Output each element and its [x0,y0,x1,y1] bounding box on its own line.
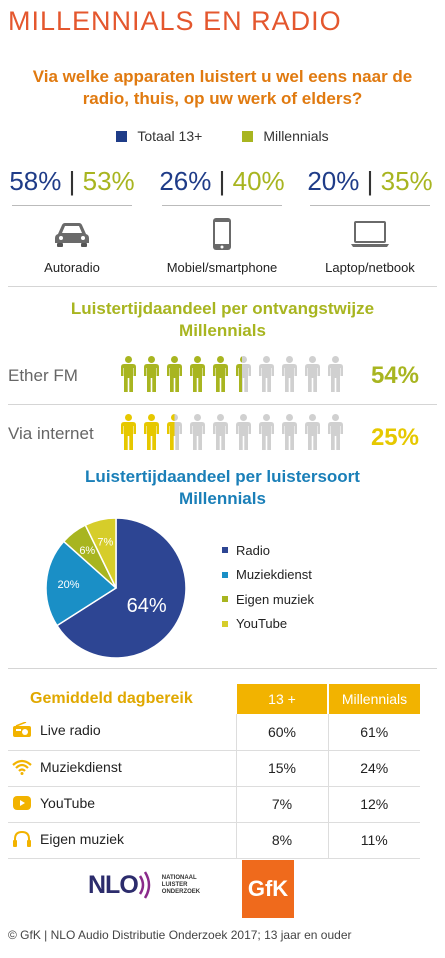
wifi-icon [10,759,34,778]
gfk-logo: GfK [242,860,294,918]
person-icon [256,356,277,397]
pie-slice-youtube [84,517,117,589]
person-icon [141,356,162,397]
pie-data-label: 7% [97,537,113,549]
device-autoradio: 58% | 53% Autoradio [6,166,138,275]
pie-slice-muziekdienst [45,540,118,627]
device-laptop: 20% | 35% Laptop/netbook [304,166,436,275]
pie-chart: 64% 20% 6% 7% [36,510,196,665]
person-icon [279,356,300,397]
legend-label-millennials: Millennials [263,128,329,144]
page-title: MILLENNIALS EN RADIO [8,6,342,36]
person-icon [187,356,208,397]
device-label: Laptop/netbook [325,260,415,275]
person-icon [210,414,231,455]
device-label: Mobiel/smartphone [166,260,278,275]
pie-data-label: 20% [58,579,80,591]
laptop-icon [304,216,436,252]
table-row: Live radio 60% 61% [8,714,420,751]
pie-legend-item: Eigen muziek [222,587,314,612]
legend-item-total: Totaal 13+ [116,128,202,144]
play-icon [10,795,34,814]
person-icon [302,414,323,455]
person-icon [164,414,185,455]
person-icon [210,356,231,397]
reach-col-total: 13 + [235,684,328,714]
legend-label: YouTube [236,616,288,632]
divider [8,404,437,405]
pie-slice-radio [55,517,187,659]
person-icon [302,356,323,397]
device-legend: Totaal 13+ Millennials [0,128,445,144]
nlo-logo: NLO NATIONAAL LUISTER ONDERZOEK [88,870,201,899]
headphones-icon [10,830,34,851]
footer-source: © GfK | NLO Audio Distributie Onderzoek … [8,928,352,942]
person-icon [325,356,346,397]
people-row-ether [118,356,346,397]
legend-label: Muziekdienst [236,567,312,583]
device-smartphone: 26% | 40% Mobiel/smartphone [156,166,288,275]
legend-swatch [222,571,228,578]
pie-legend-item: Radio [222,538,314,563]
device-total-value: 20% [307,166,360,196]
table-row: YouTube 7% 12% [8,786,420,823]
table-row: Muziekdienst 15% 24% [8,750,420,787]
reach-col-millennials: Millennials [327,684,420,714]
pie-data-label: 64% [127,595,167,617]
person-icon [233,356,254,397]
row-value-internet: 25% [370,424,419,451]
radio-icon [10,721,34,741]
question-text: Via welke apparaten luistert u wel eens … [32,67,413,108]
legend-label: Radio [236,542,270,558]
legend-swatch-millennials [242,130,254,142]
pie-legend-item: Muziekdienst [222,563,314,588]
person-icon [256,414,277,455]
car-icon [6,216,138,252]
person-icon [233,414,254,455]
pie-data-label: 6% [79,545,95,557]
legend-swatch [222,547,228,554]
reach-table: Gemiddeld dagbereik 13 + Millennials Liv… [8,684,420,859]
person-icon [118,414,139,455]
section-title-luistersoort: Luistertijdaandeel per luistersoort Mill… [85,467,360,508]
smartphone-icon [156,216,288,252]
legend-label: Eigen muziek [236,591,315,607]
row-label-ether: Ether FM [8,366,78,385]
device-millennials-value: 35% [380,166,433,196]
legend-swatch-total [116,130,128,142]
person-icon [187,414,208,455]
section-title-ontvangstwijze: Luistertijdaandeel per ontvangstwijze Mi… [70,299,375,340]
person-icon [325,414,346,455]
device-total-value: 26% [159,166,212,196]
device-millennials-value: 40% [232,166,285,196]
device-millennials-value: 53% [82,166,135,196]
person-icon [118,356,139,397]
row-label-internet: Via internet [8,424,94,443]
pie-legend-item: YouTube [222,612,314,637]
person-icon [164,356,185,397]
signal-icon [138,871,151,899]
table-row: Eigen muziek 8% 11% [8,822,420,859]
reach-title: Gemiddeld dagbereik [8,684,236,714]
person-icon [141,414,162,455]
device-label: Autoradio [44,260,100,275]
people-row-internet [118,414,346,455]
divider [8,668,437,669]
pie-legend: Radio Muziekdienst Eigen muziek YouTube [222,538,314,636]
legend-label-total: Totaal 13+ [137,128,203,144]
legend-item-millennials: Millennials [242,128,329,144]
row-value-ether: 54% [370,362,419,389]
device-total-value: 58% [9,166,62,196]
legend-swatch [222,620,228,627]
legend-swatch [222,596,228,603]
person-icon [279,414,300,455]
divider [8,286,437,287]
